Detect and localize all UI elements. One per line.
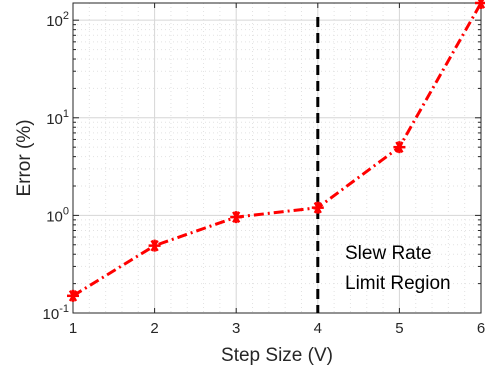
x-tick-label: 1	[69, 320, 77, 337]
data-point-marker	[475, 0, 485, 9]
data-point-marker	[393, 141, 406, 154]
y-tick-base: 10	[46, 13, 63, 30]
y-tick-exponent: 2	[63, 10, 69, 22]
annotation-line-2: Limit Region	[345, 273, 451, 294]
y-tick-exponent: 0	[63, 205, 69, 217]
annotation-text: Slew Rate Limit Region	[345, 243, 451, 294]
y-axis-title: Error (%)	[14, 119, 35, 196]
grid	[73, 3, 481, 313]
x-tick-label: 2	[150, 320, 158, 337]
data-point-marker	[67, 289, 79, 302]
x-tick-label: 4	[314, 320, 322, 337]
x-tick-label: 5	[395, 320, 403, 337]
y-tick-base: 10	[43, 306, 60, 323]
ticks	[72, 3, 482, 313]
series-layer	[67, 0, 485, 302]
y-tick-exponent: -1	[59, 303, 69, 315]
y-tick-label: 102	[46, 10, 69, 30]
x-tick-label: 6	[477, 320, 485, 337]
y-tick-label: 10-1	[43, 303, 69, 323]
plot-frame	[72, 2, 482, 314]
series-line	[72, 2, 483, 298]
y-tick-label: 101	[46, 108, 69, 128]
y-tick-label: 100	[46, 205, 69, 225]
data-point-marker	[148, 239, 161, 252]
annotation-line-1: Slew Rate	[345, 243, 432, 264]
x-axis-title: Step Size (V)	[221, 345, 333, 366]
data-point-marker	[311, 201, 324, 214]
y-tick-base: 10	[46, 111, 63, 128]
x-tick-label: 3	[232, 320, 240, 337]
y-tick-exponent: 1	[63, 108, 69, 120]
data-point-marker	[230, 211, 243, 224]
y-tick-base: 10	[46, 208, 63, 225]
